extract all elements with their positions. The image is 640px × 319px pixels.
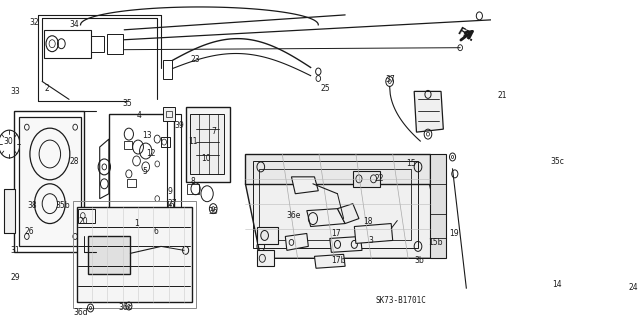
Text: 6: 6 bbox=[154, 226, 158, 235]
Polygon shape bbox=[307, 209, 345, 226]
Text: 19: 19 bbox=[449, 228, 459, 238]
Bar bbox=[163, 107, 175, 121]
Text: 16: 16 bbox=[165, 201, 175, 210]
Text: 35b: 35b bbox=[55, 201, 70, 210]
Polygon shape bbox=[414, 92, 444, 132]
Text: 12: 12 bbox=[146, 149, 156, 158]
Bar bbox=[167, 114, 181, 261]
Text: 36e: 36e bbox=[286, 211, 300, 219]
Circle shape bbox=[260, 231, 268, 241]
Bar bbox=[257, 250, 274, 266]
Text: 18: 18 bbox=[363, 217, 372, 226]
Bar bbox=[19, 117, 81, 246]
Bar bbox=[166, 111, 172, 117]
Polygon shape bbox=[353, 171, 380, 187]
Text: 3: 3 bbox=[368, 236, 373, 245]
Text: 23: 23 bbox=[190, 55, 200, 64]
Polygon shape bbox=[285, 234, 308, 250]
Text: 8: 8 bbox=[190, 177, 195, 186]
Bar bbox=[119, 228, 132, 238]
Bar bbox=[259, 169, 411, 241]
Text: 21: 21 bbox=[497, 92, 506, 100]
Polygon shape bbox=[330, 236, 362, 252]
Text: FR.: FR. bbox=[455, 26, 476, 44]
Bar bbox=[88, 236, 131, 274]
Bar bbox=[257, 226, 278, 244]
Text: 26: 26 bbox=[24, 226, 34, 235]
Bar bbox=[187, 184, 198, 194]
Text: 20: 20 bbox=[78, 217, 88, 226]
Text: 39: 39 bbox=[175, 121, 184, 130]
Text: 10: 10 bbox=[201, 154, 211, 163]
Bar bbox=[109, 114, 174, 261]
Text: 14: 14 bbox=[552, 280, 562, 289]
Bar bbox=[127, 179, 136, 187]
Bar bbox=[186, 107, 230, 182]
Text: 37: 37 bbox=[386, 75, 396, 84]
Text: 1: 1 bbox=[134, 219, 139, 227]
Bar bbox=[4, 189, 15, 234]
Text: 36: 36 bbox=[209, 207, 218, 216]
Text: 32: 32 bbox=[29, 18, 39, 27]
Text: 28: 28 bbox=[69, 157, 79, 166]
Text: 4: 4 bbox=[136, 111, 141, 120]
Bar bbox=[163, 60, 172, 79]
Text: 7: 7 bbox=[212, 127, 216, 136]
Polygon shape bbox=[245, 184, 445, 258]
Text: 38: 38 bbox=[28, 201, 37, 210]
Bar bbox=[253, 161, 418, 249]
Text: 35c: 35c bbox=[550, 157, 564, 166]
Text: 25: 25 bbox=[321, 85, 330, 93]
Text: 2: 2 bbox=[45, 85, 49, 93]
Text: 30: 30 bbox=[4, 137, 13, 146]
Text: 35: 35 bbox=[123, 99, 132, 108]
Polygon shape bbox=[337, 204, 359, 224]
Text: 24: 24 bbox=[629, 283, 639, 292]
Text: 31: 31 bbox=[11, 246, 20, 256]
Bar bbox=[429, 154, 446, 258]
Circle shape bbox=[259, 254, 266, 262]
Bar bbox=[78, 209, 95, 223]
Text: 27: 27 bbox=[167, 199, 177, 208]
Bar bbox=[90, 36, 104, 52]
Bar bbox=[73, 201, 196, 308]
Text: 33: 33 bbox=[11, 87, 20, 96]
Text: 5: 5 bbox=[143, 167, 148, 176]
Text: SK73-B1701C: SK73-B1701C bbox=[376, 296, 427, 305]
Bar bbox=[77, 207, 192, 302]
Polygon shape bbox=[291, 177, 318, 194]
Polygon shape bbox=[355, 224, 393, 243]
Bar bbox=[14, 111, 84, 252]
Text: 22: 22 bbox=[374, 174, 384, 183]
Text: 9: 9 bbox=[167, 187, 172, 196]
Bar bbox=[108, 34, 123, 54]
Bar bbox=[161, 137, 170, 147]
Text: 29: 29 bbox=[11, 273, 20, 282]
Text: 36d: 36d bbox=[74, 308, 88, 317]
Text: 17: 17 bbox=[332, 228, 341, 238]
Text: 3b: 3b bbox=[414, 256, 424, 265]
Polygon shape bbox=[245, 154, 429, 184]
Bar bbox=[124, 141, 132, 149]
Text: 15: 15 bbox=[406, 159, 416, 168]
Text: 11: 11 bbox=[189, 137, 198, 146]
Text: 15b: 15b bbox=[428, 238, 442, 248]
Polygon shape bbox=[190, 114, 224, 174]
Text: 34: 34 bbox=[69, 20, 79, 29]
Text: 17b: 17b bbox=[332, 256, 346, 265]
Text: 36c: 36c bbox=[119, 303, 132, 312]
Bar bbox=[45, 30, 90, 58]
Text: 13: 13 bbox=[143, 131, 152, 140]
Polygon shape bbox=[314, 254, 345, 268]
